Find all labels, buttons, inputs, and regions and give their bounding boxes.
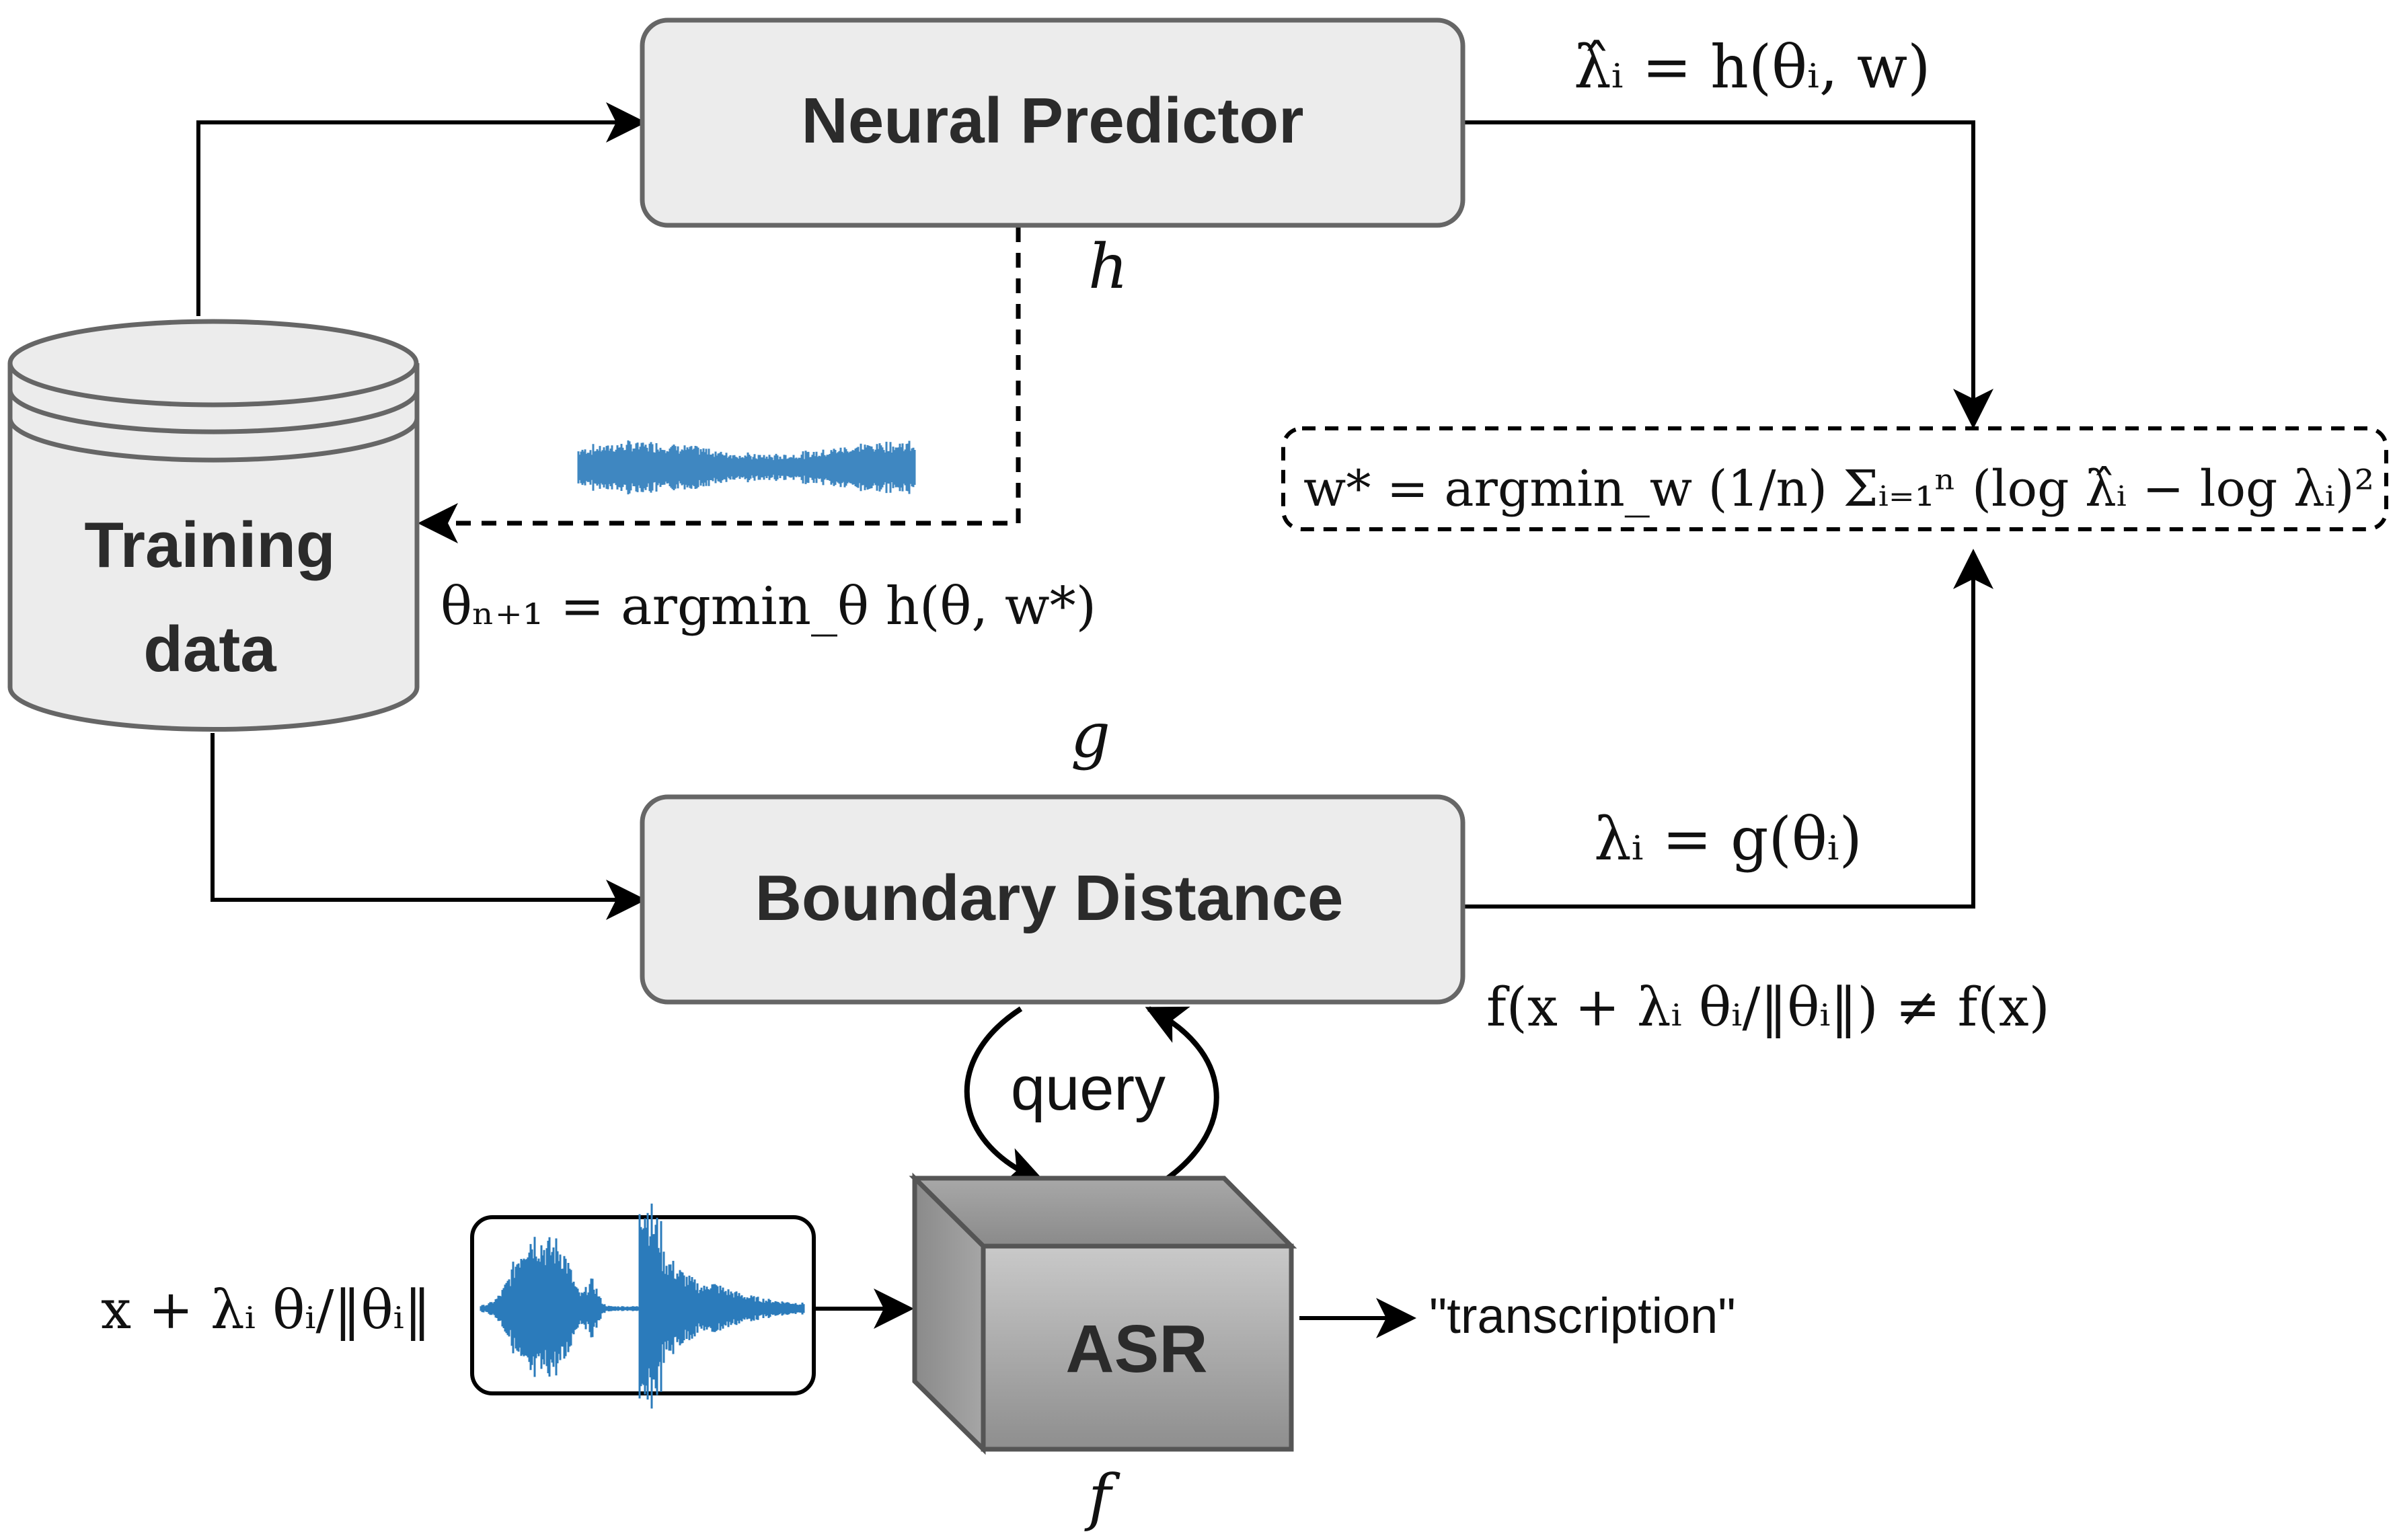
input-audio-waveform [470, 1203, 816, 1409]
equation-adversarial-condition: f(x + λᵢ θᵢ/‖θᵢ‖) ≠ f(x) [1486, 976, 2050, 1038]
output-transcription: "transcription" [1429, 1288, 1736, 1344]
neural-predictor-node: Neural Predictor [640, 17, 1466, 228]
neural-predictor-label: Neural Predictor [802, 85, 1304, 157]
equation-w-star: w* = argmin_w (1/n) Σᵢ₌₁ⁿ (log λ̂ᵢ − log… [1303, 460, 2374, 518]
perturbation-waveform [577, 440, 916, 495]
edge-boundary-to-loss [1464, 549, 1993, 909]
edge-predictor-to-training-dashed [418, 227, 1021, 543]
edge-query-down [964, 1006, 1045, 1186]
equation-lambda-hat: λ̂ᵢ = h(θᵢ, w) [1574, 32, 1930, 102]
boundary-distance-label: Boundary Distance [755, 862, 1344, 934]
loss-function-box [1281, 426, 2388, 531]
asr-label: ASR [1065, 1311, 1207, 1387]
edge-label-g: g [1071, 699, 1110, 771]
edge-training-to-boundary [211, 733, 646, 920]
edge-training-to-predictor [196, 102, 646, 316]
edge-label-f: f [1084, 1461, 1120, 1533]
noise-waveform-trace [577, 440, 916, 495]
boundary-distance-node: Boundary Distance [640, 794, 1466, 1005]
speech-waveform-trace [480, 1203, 805, 1409]
asr-node: ASR [909, 1172, 1297, 1455]
training-data-node: Training data [7, 319, 420, 732]
training-data-label-line1: Training [84, 509, 335, 581]
equation-theta-next: θₙ₊₁ = argmin_θ h(θ, w*) [441, 576, 1096, 637]
edge-label-h: h [1088, 231, 1128, 303]
edge-query-up [1145, 1006, 1219, 1183]
edge-predictor-to-loss [1464, 120, 1993, 429]
equation-lambda-true: λᵢ = g(θᵢ) [1594, 804, 1862, 874]
edge-label-query: query [1011, 1054, 1166, 1123]
equation-adversarial-input: x + λᵢ θᵢ/‖θᵢ‖ [101, 1278, 431, 1341]
training-data-label-line2: data [143, 613, 276, 685]
